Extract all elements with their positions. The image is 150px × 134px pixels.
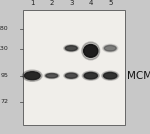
Text: 130: 130 [0, 46, 8, 51]
Text: 1: 1 [30, 0, 34, 6]
Ellipse shape [84, 72, 98, 79]
Bar [23, 10, 125, 125]
Text: 2: 2 [50, 0, 54, 6]
Ellipse shape [104, 45, 116, 51]
Ellipse shape [103, 44, 118, 52]
Ellipse shape [102, 71, 119, 80]
Ellipse shape [24, 72, 40, 80]
Ellipse shape [103, 72, 117, 79]
Text: 4: 4 [88, 0, 93, 6]
Ellipse shape [82, 71, 99, 80]
Text: 5: 5 [108, 0, 112, 6]
Ellipse shape [44, 73, 59, 79]
Text: MCM5: MCM5 [127, 71, 150, 81]
Ellipse shape [65, 46, 77, 51]
Ellipse shape [65, 73, 77, 78]
Ellipse shape [22, 70, 42, 81]
Text: 95: 95 [0, 73, 8, 78]
Text: 72: 72 [0, 99, 8, 104]
Text: 3: 3 [69, 0, 74, 6]
Ellipse shape [84, 44, 98, 57]
Ellipse shape [82, 42, 100, 60]
Ellipse shape [64, 45, 79, 52]
Ellipse shape [46, 74, 58, 78]
Ellipse shape [64, 72, 79, 79]
Text: 180: 180 [0, 26, 8, 31]
